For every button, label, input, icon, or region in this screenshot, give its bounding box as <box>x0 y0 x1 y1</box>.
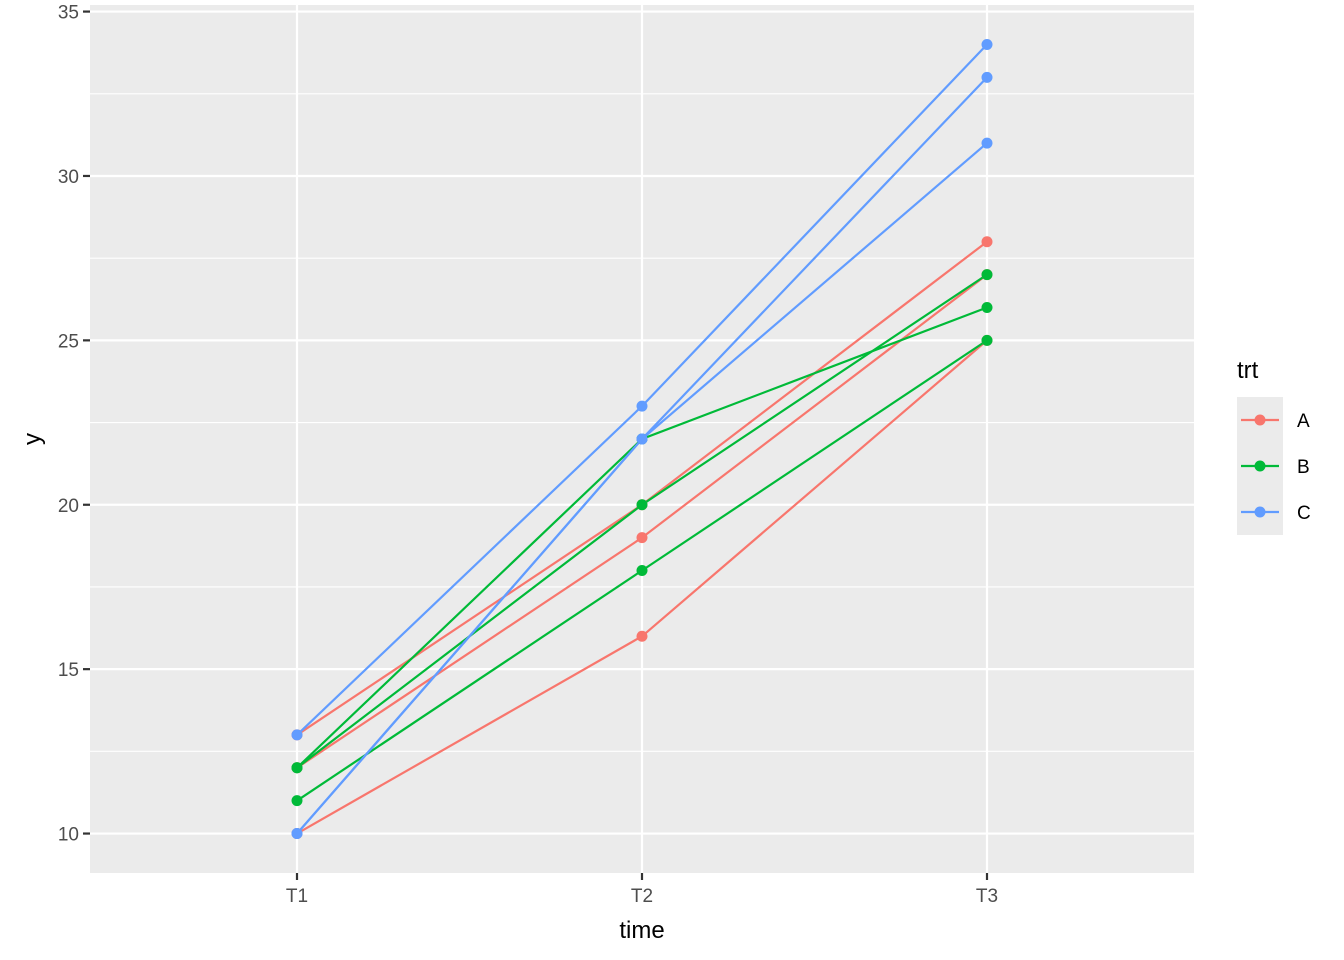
x-tick-label: T1 <box>286 886 308 907</box>
data-point-B <box>981 334 993 346</box>
legend-key-point-B <box>1254 460 1266 472</box>
major-gridlines <box>90 5 1194 873</box>
y-tick-label: 10 <box>58 825 79 846</box>
y-tick-label: 15 <box>58 660 79 681</box>
data-point-B <box>981 269 993 281</box>
y-tick-label: 35 <box>58 3 79 24</box>
data-point-C <box>981 137 993 149</box>
data-point-A <box>636 532 648 544</box>
data-point-B <box>981 301 993 313</box>
y-axis: 10 15 20 25 30 35 <box>58 3 90 846</box>
data-point-B <box>291 762 303 774</box>
data-point-C <box>636 433 648 445</box>
y-tick-label: 20 <box>58 496 79 517</box>
legend-label-B: B <box>1297 457 1310 478</box>
series-points <box>291 38 993 840</box>
legend: trt A B C <box>1237 357 1311 535</box>
data-point-A <box>636 630 648 642</box>
data-point-B <box>636 499 648 511</box>
y-tick-label: 30 <box>58 167 79 188</box>
y-tick-label: 25 <box>58 331 79 352</box>
data-point-C <box>981 71 993 83</box>
x-tick-label: T2 <box>631 886 653 907</box>
data-point-B <box>636 565 648 577</box>
data-point-A <box>981 236 993 248</box>
data-point-C <box>981 38 993 50</box>
data-point-B <box>291 795 303 807</box>
x-axis-title: time <box>619 917 664 944</box>
legend-label-A: A <box>1297 411 1310 432</box>
legend-title: trt <box>1237 357 1259 384</box>
x-axis: T1 T2 T3 <box>286 873 998 907</box>
legend-key-point-C <box>1254 506 1266 518</box>
data-point-C <box>291 828 303 840</box>
y-axis-title: y <box>19 433 46 445</box>
legend-label-C: C <box>1297 503 1311 524</box>
data-point-C <box>291 729 303 741</box>
data-point-C <box>636 400 648 412</box>
legend-key-point-A <box>1254 414 1266 426</box>
x-tick-label: T3 <box>976 886 998 907</box>
